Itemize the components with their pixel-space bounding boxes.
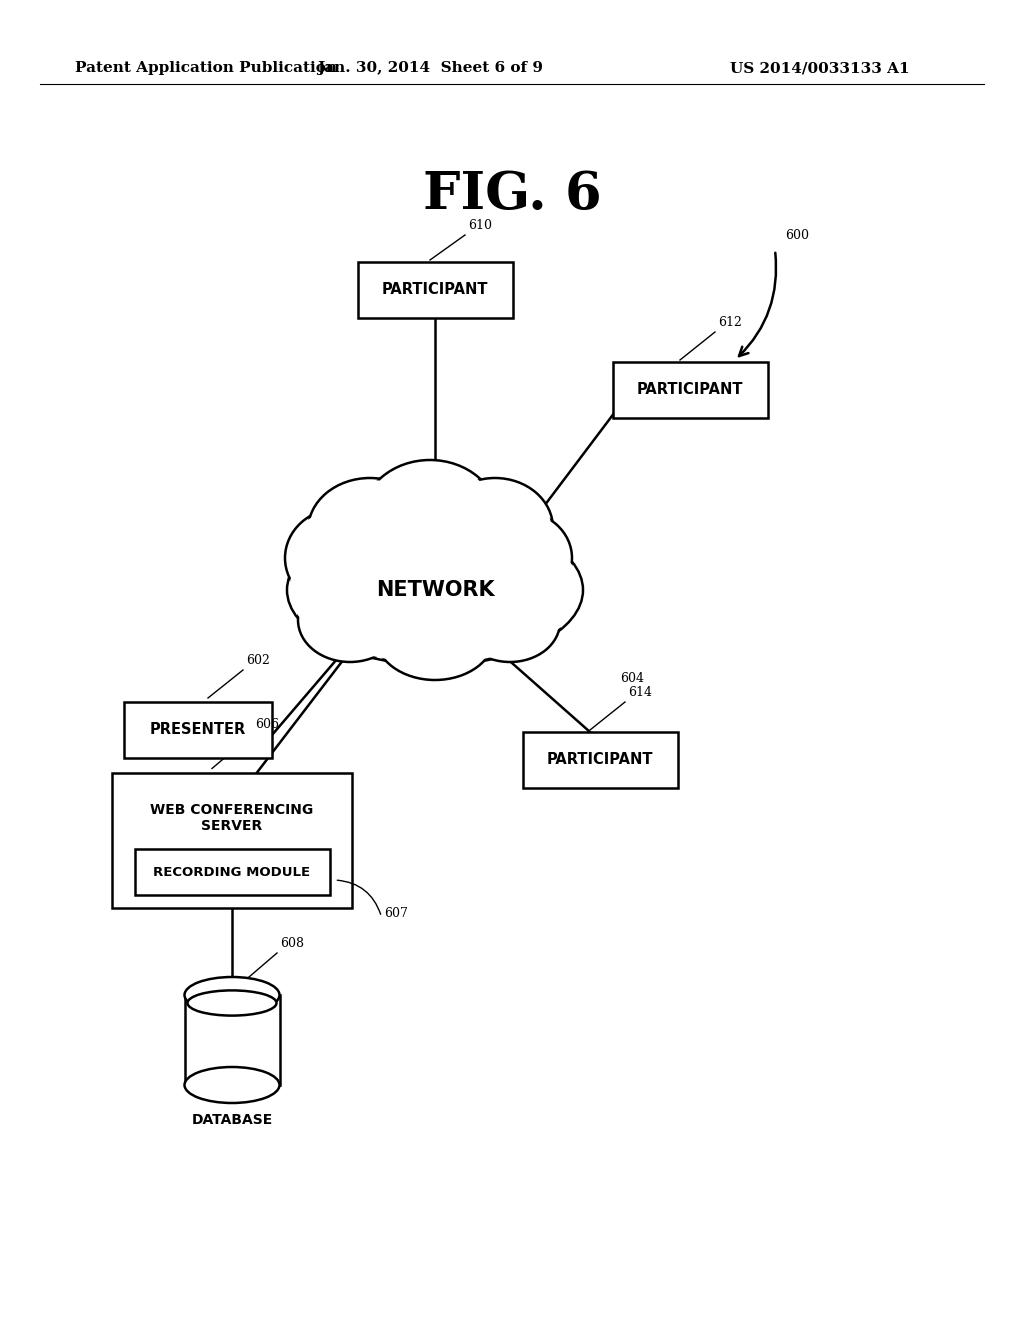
Ellipse shape (377, 591, 493, 678)
Bar (184, 995, 280, 1085)
Ellipse shape (287, 510, 393, 606)
Text: Jan. 30, 2014  Sheet 6 of 9: Jan. 30, 2014 Sheet 6 of 9 (317, 61, 543, 75)
Text: 600: 600 (785, 228, 809, 242)
Text: PARTICIPANT: PARTICIPANT (547, 752, 653, 767)
Ellipse shape (362, 459, 498, 576)
Ellipse shape (289, 517, 581, 663)
Text: PRESENTER: PRESENTER (150, 722, 246, 738)
Text: 608: 608 (280, 937, 304, 950)
Ellipse shape (462, 583, 558, 660)
Text: PARTICIPANT: PARTICIPANT (637, 383, 743, 397)
Ellipse shape (375, 590, 495, 680)
Ellipse shape (364, 462, 496, 574)
Text: 604: 604 (620, 672, 644, 685)
Text: DATABASE: DATABASE (191, 1113, 272, 1127)
Ellipse shape (287, 515, 583, 665)
Ellipse shape (439, 480, 551, 576)
Text: WEB CONFERENCING
SERVER: WEB CONFERENCING SERVER (151, 803, 313, 833)
Ellipse shape (460, 582, 560, 663)
Text: 602: 602 (246, 653, 270, 667)
Ellipse shape (187, 990, 276, 1015)
FancyArrowPatch shape (739, 252, 776, 356)
Ellipse shape (437, 478, 553, 578)
Ellipse shape (310, 480, 430, 579)
Text: 607: 607 (384, 907, 409, 920)
Bar (357, 261, 512, 318)
Text: 614: 614 (628, 686, 652, 700)
Bar (522, 733, 678, 788)
Bar (134, 849, 330, 895)
Text: RECORDING MODULE: RECORDING MODULE (154, 866, 310, 879)
Ellipse shape (298, 578, 402, 663)
Text: US 2014/0033133 A1: US 2014/0033133 A1 (730, 61, 909, 75)
Ellipse shape (308, 478, 432, 582)
Ellipse shape (285, 508, 395, 609)
Bar (612, 362, 768, 418)
Text: 610: 610 (468, 219, 492, 232)
Ellipse shape (184, 977, 280, 1012)
Ellipse shape (300, 579, 400, 660)
Ellipse shape (468, 511, 572, 605)
Text: 606: 606 (255, 718, 279, 730)
Text: Patent Application Publication: Patent Application Publication (75, 61, 337, 75)
Bar (112, 772, 352, 908)
Text: PARTICIPANT: PARTICIPANT (382, 282, 488, 297)
Ellipse shape (470, 513, 570, 603)
Text: 612: 612 (718, 315, 741, 329)
Bar (124, 702, 272, 758)
Ellipse shape (184, 1067, 280, 1104)
Text: FIG. 6: FIG. 6 (423, 169, 601, 220)
Text: NETWORK: NETWORK (376, 579, 495, 601)
